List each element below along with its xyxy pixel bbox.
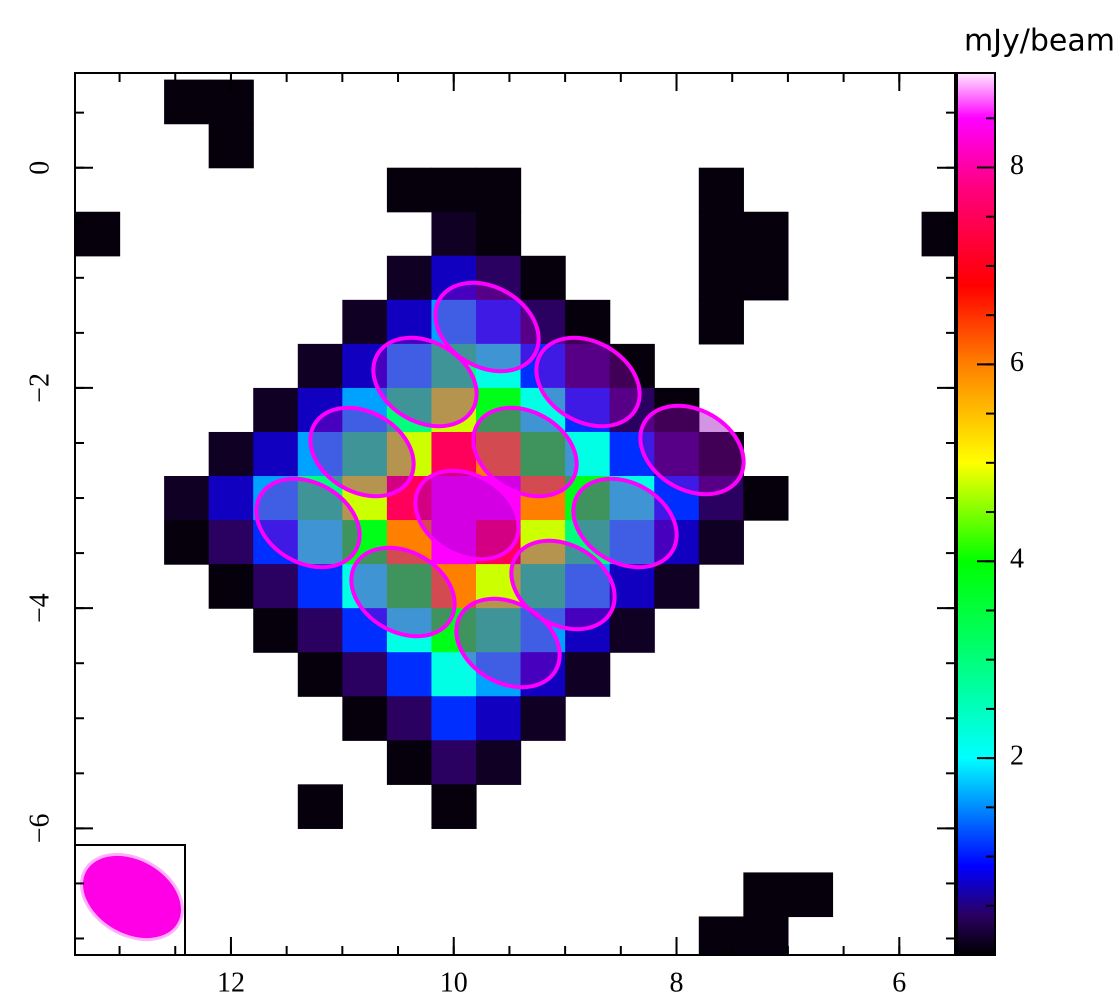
cell — [75, 212, 120, 257]
colorbar-tick-label: 6 — [1010, 347, 1024, 378]
cell — [387, 168, 432, 213]
cell — [253, 388, 298, 433]
cell — [209, 124, 254, 169]
colorbar — [957, 73, 995, 955]
cell — [431, 168, 476, 213]
cell — [431, 740, 476, 785]
cell — [209, 520, 254, 565]
cell — [431, 212, 476, 257]
cell — [565, 652, 610, 697]
cell — [164, 476, 209, 521]
x-tick-label: 10 — [440, 967, 468, 998]
cell — [387, 696, 432, 741]
cell — [743, 212, 788, 257]
cell — [743, 872, 788, 917]
chart: mJy/beam 12 10 8 6 0 −2 −4 −6 8 6 4 2 — [0, 0, 1120, 1007]
y-tick-label: −2 — [24, 373, 55, 403]
colorbar-label: mJy/beam — [964, 24, 1115, 59]
cell — [342, 696, 387, 741]
cell — [209, 564, 254, 609]
colorbar-tick-label: 4 — [1010, 544, 1024, 575]
cell — [699, 168, 744, 213]
cell — [699, 300, 744, 345]
x-tick-label: 12 — [217, 967, 245, 998]
x-tick-label: 8 — [670, 967, 684, 998]
cell — [387, 256, 432, 301]
cell — [342, 652, 387, 697]
page: {"chart_data": {"type": "heatmap", "colo… — [0, 0, 1120, 1007]
beam — [66, 837, 198, 957]
cell — [521, 256, 566, 301]
cell — [699, 520, 744, 565]
cell — [387, 652, 432, 697]
colorbar-tick-label: 8 — [1010, 150, 1024, 181]
cell — [342, 300, 387, 345]
cell — [298, 344, 343, 389]
cell — [164, 520, 209, 565]
cell — [209, 476, 254, 521]
cell — [654, 564, 699, 609]
cell — [253, 608, 298, 653]
cell — [253, 432, 298, 477]
cell — [476, 696, 521, 741]
cell — [743, 256, 788, 301]
cell — [253, 564, 298, 609]
cell — [476, 212, 521, 257]
cell — [431, 784, 476, 829]
cell — [610, 564, 655, 609]
cell — [164, 80, 209, 125]
cell — [699, 256, 744, 301]
cell — [521, 696, 566, 741]
cell — [743, 476, 788, 521]
cell — [298, 652, 343, 697]
cell — [298, 608, 343, 653]
y-tick-label: −6 — [24, 813, 55, 843]
cell — [387, 740, 432, 785]
x-tick-label: 6 — [892, 967, 906, 998]
cell — [476, 168, 521, 213]
cell — [298, 784, 343, 829]
heatmap — [75, 80, 967, 961]
cell — [209, 432, 254, 477]
cell — [610, 608, 655, 653]
cell — [788, 872, 833, 917]
cell — [476, 740, 521, 785]
y-tick-label: −4 — [24, 593, 55, 623]
cell — [431, 696, 476, 741]
cell — [699, 212, 744, 257]
y-tick-label: 0 — [24, 161, 55, 175]
cell — [298, 564, 343, 609]
colorbar-tick-label: 2 — [1010, 741, 1024, 772]
